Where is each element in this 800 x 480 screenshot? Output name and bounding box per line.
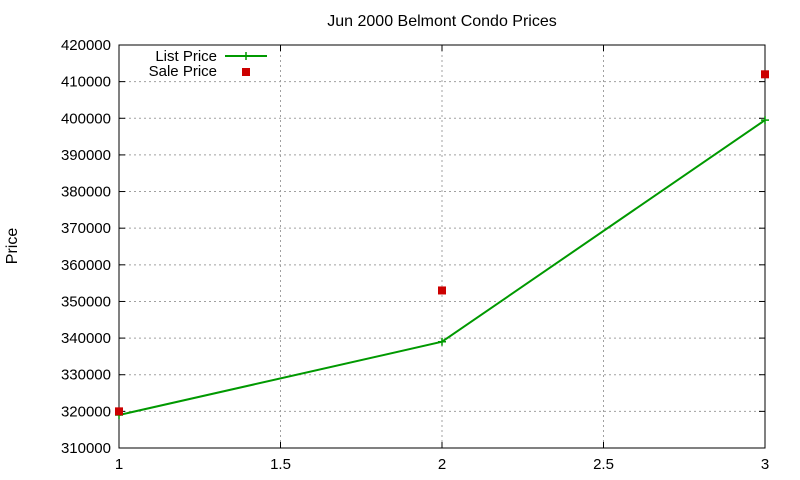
y-tick-label: 330000 [61,367,111,384]
x-tick-label: 1 [115,456,123,473]
grid-layer [119,45,765,448]
legend-label-list-price: List Price [155,48,217,65]
tick-layer: 1 1.5 2 2.5 3 310000 320000 330000 340000 350000 3… [61,37,769,473]
series-layer [115,70,769,420]
y-tick-label: 310000 [61,440,111,457]
x-tick-label: 2.5 [593,456,614,473]
y-tick-label: 420000 [61,37,111,54]
y-tick-label: 390000 [61,147,111,164]
sale-price-point [438,286,446,295]
y-tick-label: 340000 [61,330,111,347]
y-tick-label: 370000 [61,220,111,237]
y-tick-label: 380000 [61,184,111,201]
sale-price-point [761,70,769,79]
legend-label-sale-price: Sale Price [149,63,217,80]
y-tick-label: 400000 [61,110,111,127]
x-tick-label: 1.5 [270,456,291,473]
legend-swatch-sale-price [242,68,250,76]
y-tick-label: 350000 [61,293,111,310]
y-tick-label: 410000 [61,74,111,91]
list-price-marker [761,116,769,125]
sale-price-point [115,407,123,416]
y-axis-label: Price [4,228,21,265]
y-tick-label: 320000 [61,403,111,420]
x-tick-label: 3 [761,456,769,473]
x-tick-label: 2 [438,456,446,473]
list-price-marker [438,337,446,346]
y-tick-label: 360000 [61,257,111,274]
chart-title: Jun 2000 Belmont Condo Prices [327,13,556,30]
